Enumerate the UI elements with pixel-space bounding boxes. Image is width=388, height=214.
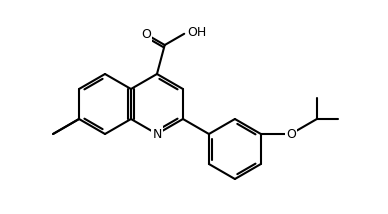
Text: O: O (286, 128, 296, 141)
Text: OH: OH (187, 26, 206, 39)
Text: N: N (152, 128, 162, 141)
Text: O: O (142, 28, 151, 41)
